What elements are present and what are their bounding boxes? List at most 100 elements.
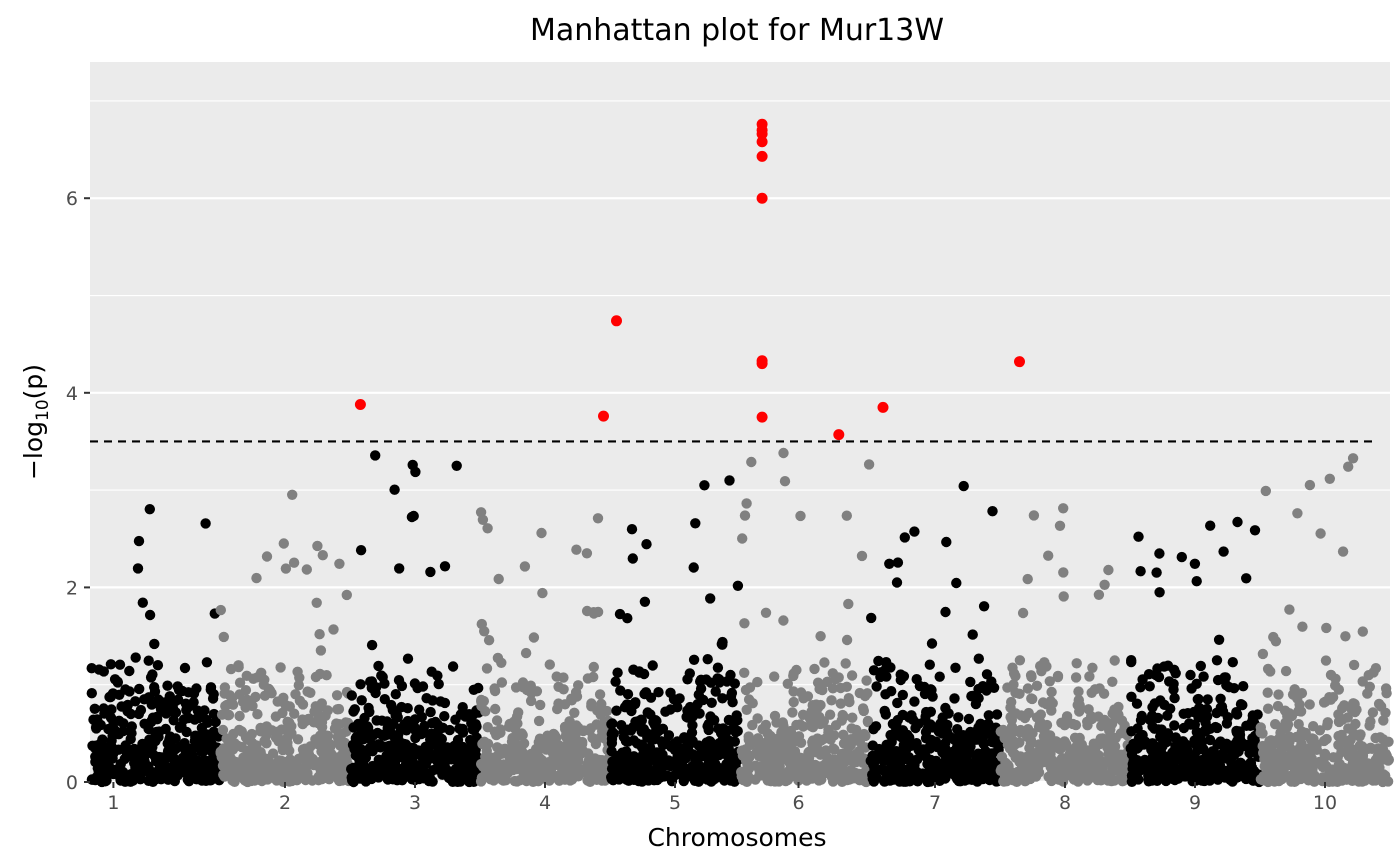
data-point [1198, 671, 1209, 682]
data-point [273, 726, 284, 737]
data-point [615, 685, 626, 696]
data-point [665, 704, 676, 715]
data-point [1343, 461, 1354, 472]
data-point [1255, 722, 1267, 733]
data-point [639, 688, 650, 700]
data-point [1264, 756, 1275, 767]
data-point [439, 561, 451, 572]
data-point [1354, 771, 1366, 782]
data-point [799, 771, 810, 782]
data-point [584, 775, 595, 786]
data-point [491, 728, 502, 739]
data-point [476, 618, 487, 630]
data-point [482, 738, 493, 750]
data-point [1238, 740, 1249, 752]
data-point [1094, 683, 1105, 694]
data-point [762, 728, 773, 739]
data-point [498, 760, 510, 771]
data-point [1071, 658, 1082, 669]
data-point [743, 734, 754, 745]
data-point [654, 765, 665, 776]
data-point [1046, 686, 1057, 698]
data-point [744, 682, 756, 693]
data-point [1028, 510, 1040, 521]
data-point [607, 718, 618, 729]
data-point [966, 765, 977, 777]
data-point [924, 659, 935, 670]
significant-point [756, 192, 768, 204]
data-point [425, 706, 436, 718]
data-point [219, 682, 231, 693]
data-point [240, 685, 252, 696]
data-point [1368, 667, 1379, 678]
data-point [355, 679, 366, 690]
data-point [120, 740, 131, 751]
data-point [537, 758, 548, 769]
data-point [1202, 759, 1214, 771]
data-point [252, 709, 263, 720]
data-point [721, 758, 732, 770]
data-point [147, 712, 159, 723]
data-point [788, 696, 799, 708]
data-point [573, 740, 585, 751]
data-point [1111, 751, 1122, 762]
data-point [291, 758, 302, 769]
data-point [840, 769, 852, 780]
y-axis-title-end: (p) [19, 364, 48, 399]
data-point [1154, 548, 1165, 559]
data-point [688, 654, 700, 665]
data-point [897, 709, 908, 721]
significant-point [756, 150, 768, 162]
data-point [327, 769, 339, 780]
data-point [940, 606, 951, 618]
data-point [965, 676, 976, 688]
significant-point [833, 429, 845, 441]
data-point [132, 563, 144, 574]
data-point [778, 615, 789, 626]
data-point [94, 739, 105, 750]
data-point [1033, 739, 1045, 750]
data-point [491, 715, 503, 726]
x-tick-label: 5 [669, 792, 681, 814]
data-point [483, 770, 495, 782]
data-point [376, 715, 388, 726]
data-point [321, 670, 332, 681]
data-point [305, 741, 316, 752]
data-point [747, 698, 758, 709]
data-point [433, 678, 444, 690]
data-point [1282, 759, 1293, 770]
data-point [1099, 579, 1110, 590]
data-point [1012, 766, 1024, 778]
data-point [93, 664, 105, 675]
data-point [1299, 757, 1310, 768]
data-point [904, 732, 915, 743]
data-point [701, 737, 712, 748]
data-point [251, 572, 262, 584]
data-point [168, 715, 179, 726]
data-point [1176, 551, 1188, 563]
data-point [1297, 621, 1308, 632]
data-point [362, 722, 374, 733]
data-point [1340, 631, 1351, 642]
data-point [426, 733, 437, 744]
data-point [866, 612, 877, 624]
data-point [1292, 693, 1303, 704]
data-point [481, 663, 493, 674]
data-point [1238, 681, 1249, 692]
data-point [434, 732, 446, 743]
data-point [394, 563, 405, 574]
x-tick-label: 10 [1313, 792, 1337, 814]
data-point [366, 676, 378, 687]
data-point [1337, 733, 1348, 744]
data-point [284, 701, 295, 712]
data-point [721, 727, 732, 738]
data-point [349, 704, 360, 715]
data-point [552, 703, 563, 715]
x-tick-label: 8 [1059, 792, 1071, 814]
data-point [1280, 717, 1291, 728]
data-point [1025, 768, 1037, 779]
data-point [109, 674, 121, 685]
significant-point [756, 136, 768, 148]
data-point [361, 746, 372, 757]
